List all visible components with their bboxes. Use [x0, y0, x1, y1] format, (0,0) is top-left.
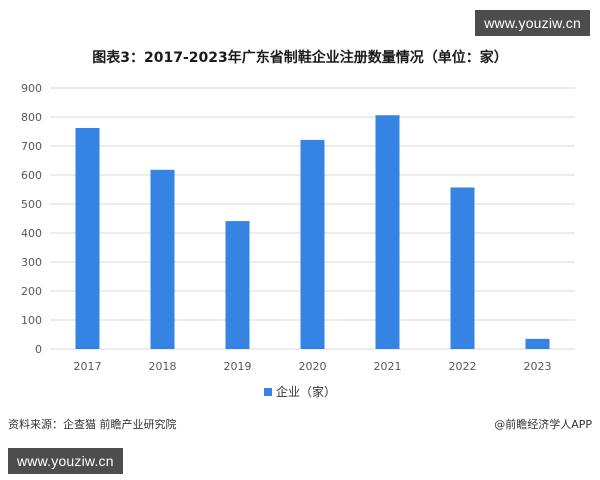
- y-tick-label: 100: [21, 314, 42, 327]
- y-tick-label: 300: [21, 256, 42, 269]
- y-tick-label: 900: [21, 82, 42, 95]
- bar-2023: [525, 338, 550, 349]
- y-tick-label: 800: [21, 111, 42, 124]
- watermark-top: www.youziw.cn: [475, 10, 590, 36]
- y-tick-label: 400: [21, 227, 42, 240]
- watermark-bottom: www.youziw.cn: [8, 448, 123, 474]
- x-tick-label: 2020: [299, 360, 327, 373]
- legend-label: 企业（家）: [275, 385, 336, 399]
- bar-2021: [375, 115, 400, 349]
- bar-2022: [450, 187, 475, 349]
- source-note: 资料来源：企查猫 前瞻产业研究院: [8, 418, 177, 431]
- y-tick-label: 700: [21, 140, 42, 153]
- bars: [75, 115, 550, 349]
- x-axis-ticks: 2017 2018 2019 2020 2021 2022 2023: [74, 360, 552, 373]
- bar-2018: [150, 169, 175, 349]
- x-tick-label: 2019: [224, 360, 252, 373]
- bar-2019: [225, 221, 250, 349]
- y-tick-label: 500: [21, 198, 42, 211]
- y-tick-label: 600: [21, 169, 42, 182]
- bar-2020: [300, 139, 325, 349]
- credit-note: @前瞻经济学人APP: [494, 418, 592, 431]
- legend: 企业（家）: [0, 383, 600, 400]
- y-axis-ticks: 0 100 200 300 400 500 600 700 800 900: [21, 82, 42, 356]
- chart-title: 图表3：2017-2023年广东省制鞋企业注册数量情况（单位：家）: [92, 50, 508, 66]
- legend-swatch: [263, 387, 272, 396]
- x-tick-label: 2021: [374, 360, 402, 373]
- y-tick-label: 200: [21, 285, 42, 298]
- x-tick-label: 2023: [524, 360, 552, 373]
- x-tick-label: 2018: [149, 360, 177, 373]
- x-tick-label: 2022: [449, 360, 477, 373]
- bar-2017: [75, 128, 100, 349]
- x-tick-label: 2017: [74, 360, 102, 373]
- y-tick-label: 0: [35, 343, 42, 356]
